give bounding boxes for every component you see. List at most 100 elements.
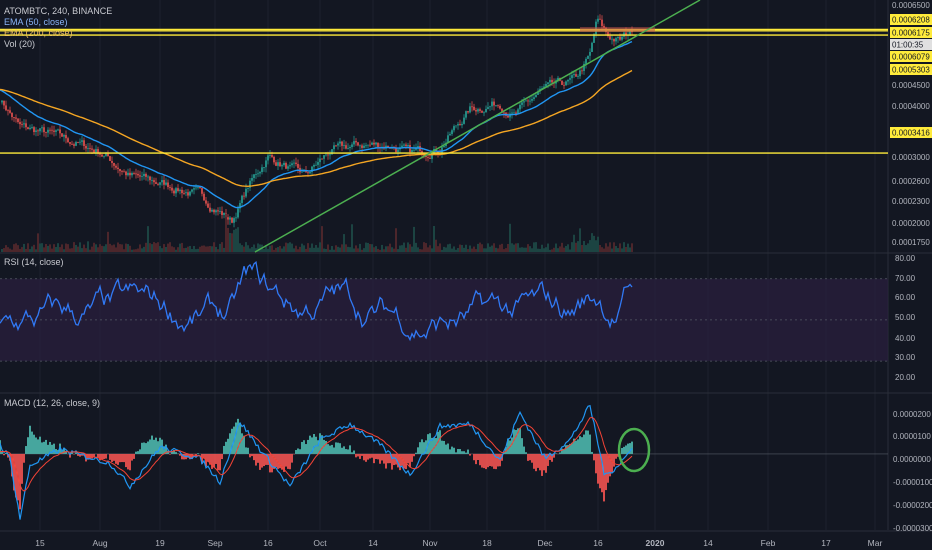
- time-axis-label: Feb: [761, 538, 776, 548]
- time-axis-label: 15: [35, 538, 45, 548]
- candle-body: [377, 142, 379, 148]
- volume-bar: [369, 244, 371, 252]
- macd-histogram-bar: [283, 453, 285, 472]
- volume-bar: [167, 243, 169, 252]
- candle-body: [613, 38, 615, 42]
- volume-bar: [213, 242, 215, 252]
- time-axis-label: 2020: [646, 538, 665, 548]
- candle-body: [629, 29, 631, 35]
- candle-body: [1, 100, 3, 103]
- candle-body: [607, 32, 609, 37]
- candle-body: [533, 97, 535, 100]
- volume-bar: [249, 248, 251, 252]
- candle-body: [85, 146, 87, 149]
- candle-body: [361, 145, 363, 148]
- candle-body: [239, 203, 241, 209]
- volume-bar: [517, 243, 519, 252]
- volume-bar: [479, 242, 481, 252]
- volume-bar: [457, 248, 459, 252]
- candle-body: [265, 160, 267, 168]
- macd-histogram-bar: [309, 435, 311, 454]
- candle-body: [87, 148, 89, 149]
- volume-bar: [67, 244, 69, 252]
- macd-axis-label: -0.0000100: [893, 478, 932, 487]
- volume-bar: [615, 246, 617, 252]
- candle-body: [13, 117, 15, 118]
- candle-body: [463, 117, 465, 124]
- candle-body: [433, 148, 435, 155]
- volume-bar: [301, 243, 303, 252]
- macd-histogram-bar: [149, 439, 151, 454]
- volume-bar: [25, 248, 27, 252]
- candle-body: [117, 167, 119, 169]
- macd-histogram-bar: [289, 453, 291, 470]
- macd-histogram-group: [0, 418, 633, 510]
- volume-bar: [379, 249, 381, 252]
- candle-body: [355, 141, 357, 143]
- candle-body: [365, 145, 367, 147]
- volume-bar: [195, 249, 197, 252]
- volume-bar: [483, 248, 485, 252]
- volume-bar: [305, 248, 307, 252]
- volume-bar: [327, 244, 329, 252]
- volume-bar: [511, 243, 513, 252]
- macd-histogram-bar: [43, 441, 45, 454]
- volume-bar: [571, 242, 573, 252]
- volume-bar: [417, 247, 419, 252]
- volume-bar: [85, 248, 87, 252]
- candle-body: [341, 141, 343, 146]
- candle-body: [291, 163, 293, 166]
- macd-histogram-bar: [65, 450, 67, 454]
- macd-histogram-bar: [325, 440, 327, 454]
- volume-bar: [299, 246, 301, 252]
- candle-body: [477, 109, 479, 112]
- macd-histogram-bar: [137, 451, 139, 454]
- volume-bar: [549, 249, 551, 252]
- candle-body: [167, 182, 169, 188]
- candle-body: [69, 142, 71, 144]
- candle-body: [115, 165, 117, 168]
- macd-histogram-bar: [225, 441, 227, 454]
- volume-bar: [179, 243, 181, 252]
- macd-histogram-bar: [295, 450, 297, 454]
- candle-body: [611, 38, 613, 40]
- candle-body: [111, 160, 113, 163]
- candle-body: [105, 153, 107, 156]
- volume-bar: [219, 243, 221, 252]
- volume-bar: [231, 233, 233, 252]
- candle-body: [319, 158, 321, 163]
- volume-bar: [321, 226, 323, 252]
- volume-bar: [241, 245, 243, 252]
- candle-body: [79, 141, 81, 143]
- price-axis-label: 0.0002300: [892, 197, 930, 206]
- volume-bar: [575, 242, 577, 252]
- candle-body: [541, 88, 543, 89]
- macd-histogram-bar: [549, 453, 551, 460]
- volume-bar: [395, 228, 397, 252]
- macd-histogram-bar: [227, 438, 229, 454]
- candle-body: [287, 166, 289, 169]
- volume-bar: [333, 249, 335, 252]
- rsi-axis-label: 60.00: [895, 293, 916, 302]
- volume-bar: [267, 248, 269, 252]
- macd-histogram-bar: [531, 453, 533, 463]
- candle-body: [273, 156, 275, 163]
- volume-bar: [119, 244, 121, 252]
- macd-histogram-bar: [71, 452, 73, 454]
- volume-bar: [309, 247, 311, 252]
- candle-body: [191, 189, 193, 192]
- candle-body: [231, 217, 233, 223]
- macd-histogram-bar: [513, 429, 515, 454]
- candle-body: [403, 144, 405, 146]
- macd-histogram-bar: [139, 449, 141, 454]
- candle-body: [515, 112, 517, 114]
- time-axis-label: Oct: [313, 538, 327, 548]
- candle-body: [279, 162, 281, 167]
- candle-body: [73, 144, 75, 146]
- candle-body: [581, 70, 583, 72]
- price-legend: ATOMBTC, 240, BINANCE EMA (50, close) EM…: [4, 6, 112, 50]
- macd-histogram-bar: [101, 453, 103, 460]
- candle-body: [195, 187, 197, 189]
- volume-bar: [73, 242, 75, 252]
